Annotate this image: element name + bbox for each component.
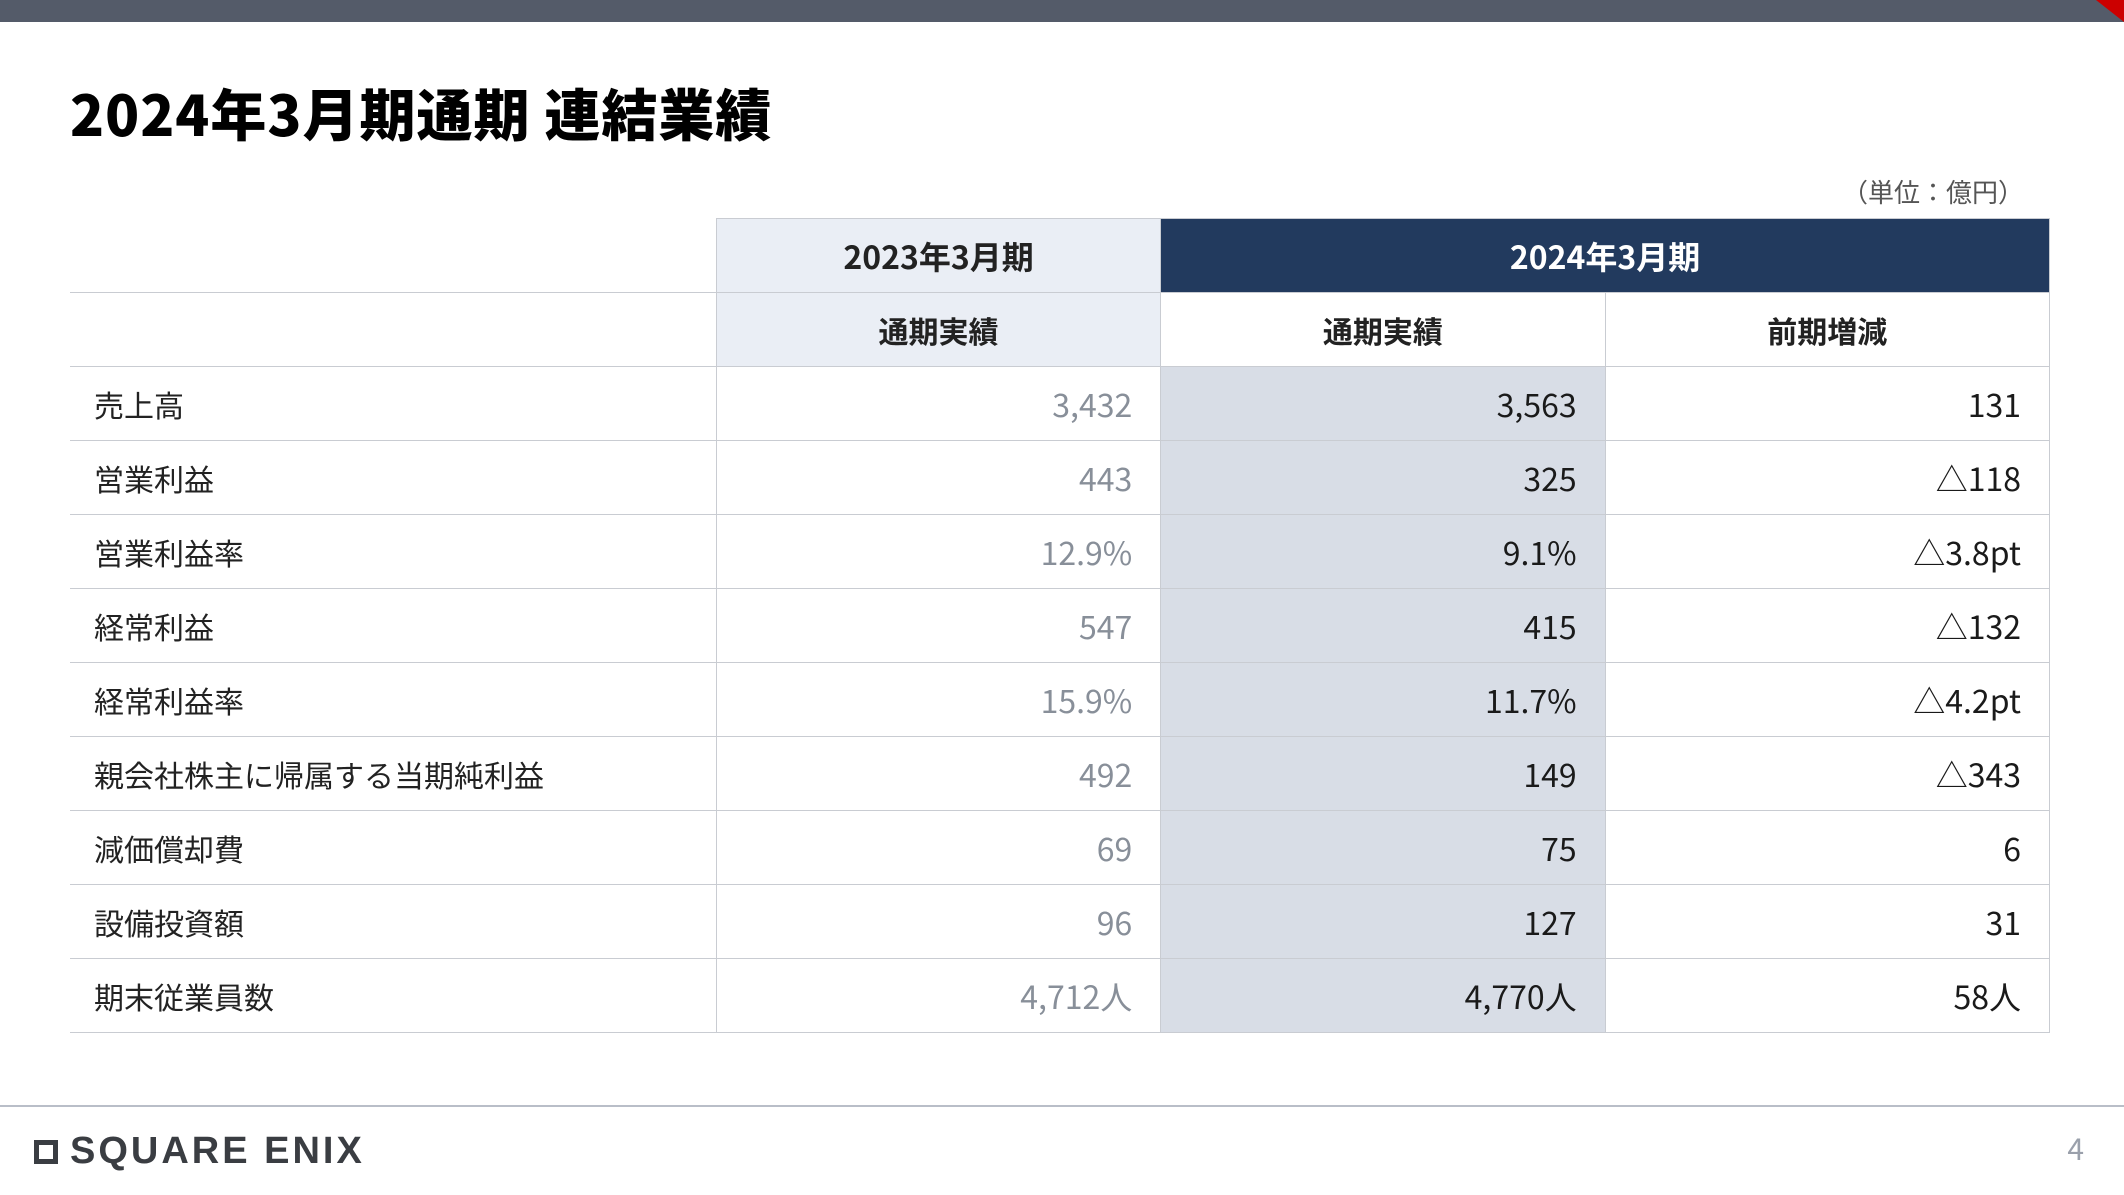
top-bar-accent (2096, 0, 2124, 22)
logo-square-icon (34, 1140, 58, 1164)
table-row: 経常利益率15.9%11.7%△4.2pt (70, 663, 2050, 737)
table-row: 期末従業員数4,712人4,770人58人 (70, 959, 2050, 1033)
cell-fy24: 325 (1161, 441, 1605, 515)
row-label: 売上高 (70, 367, 716, 441)
financials-table: 2023年3月期 2024年3月期 通期実績 通期実績 前期増減 売上高3,43… (70, 218, 2050, 1033)
row-label: 経常利益 (70, 589, 716, 663)
cell-change: △343 (1605, 737, 2049, 811)
slide-body: 2024年3月期通期 連結業績 （単位：億円） 2023年3月期 2024年3月… (0, 22, 2124, 1033)
cell-fy23: 443 (716, 441, 1160, 515)
header-2023: 2023年3月期 (716, 219, 1160, 293)
company-logo: SQUARE ENIX (34, 1130, 365, 1173)
cell-fy23: 12.9% (716, 515, 1160, 589)
cell-change: △132 (1605, 589, 2049, 663)
cell-change: △3.8pt (1605, 515, 2049, 589)
cell-fy24: 75 (1161, 811, 1605, 885)
cell-change: 31 (1605, 885, 2049, 959)
table-row: 営業利益443325△118 (70, 441, 2050, 515)
cell-change: △4.2pt (1605, 663, 2049, 737)
row-label: 営業利益率 (70, 515, 716, 589)
table-header-row-2: 通期実績 通期実績 前期増減 (70, 293, 2050, 367)
subheader-2023: 通期実績 (716, 293, 1160, 367)
page-number: 4 (2067, 1125, 2084, 1169)
table-row: 売上高3,4323,563131 (70, 367, 2050, 441)
cell-fy24: 9.1% (1161, 515, 1605, 589)
cell-fy23: 547 (716, 589, 1160, 663)
subheader-2024-change: 前期増減 (1605, 293, 2049, 367)
cell-fy24: 149 (1161, 737, 1605, 811)
cell-fy24: 3,563 (1161, 367, 1605, 441)
cell-fy24: 415 (1161, 589, 1605, 663)
cell-fy23: 15.9% (716, 663, 1160, 737)
cell-fy24: 4,770人 (1161, 959, 1605, 1033)
page-title: 2024年3月期通期 連結業績 (70, 72, 2054, 153)
logo-text: SQUARE ENIX (70, 1130, 365, 1173)
cell-change: 131 (1605, 367, 2049, 441)
cell-change: △118 (1605, 441, 2049, 515)
row-label: 親会社株主に帰属する当期純利益 (70, 737, 716, 811)
row-label: 設備投資額 (70, 885, 716, 959)
subheader-2024-actual: 通期実績 (1161, 293, 1605, 367)
row-label: 減価償却費 (70, 811, 716, 885)
table-body: 売上高3,4323,563131営業利益443325△118営業利益率12.9%… (70, 367, 2050, 1033)
cell-change: 58人 (1605, 959, 2049, 1033)
header-blank (70, 219, 716, 293)
table-header-row-1: 2023年3月期 2024年3月期 (70, 219, 2050, 293)
unit-label: （単位：億円） (70, 173, 2024, 210)
subheader-blank (70, 293, 716, 367)
row-label: 経常利益率 (70, 663, 716, 737)
table-row: 経常利益547415△132 (70, 589, 2050, 663)
table-row: 減価償却費69756 (70, 811, 2050, 885)
header-2024: 2024年3月期 (1161, 219, 2050, 293)
cell-fy23: 492 (716, 737, 1160, 811)
cell-fy23: 3,432 (716, 367, 1160, 441)
cell-fy23: 4,712人 (716, 959, 1160, 1033)
row-label: 営業利益 (70, 441, 716, 515)
table-row: 営業利益率12.9%9.1%△3.8pt (70, 515, 2050, 589)
cell-fy24: 11.7% (1161, 663, 1605, 737)
row-label: 期末従業員数 (70, 959, 716, 1033)
cell-fy23: 96 (716, 885, 1160, 959)
table-row: 親会社株主に帰属する当期純利益492149△343 (70, 737, 2050, 811)
cell-fy23: 69 (716, 811, 1160, 885)
cell-change: 6 (1605, 811, 2049, 885)
footer: SQUARE ENIX 4 (0, 1105, 2124, 1195)
top-bar (0, 0, 2124, 22)
cell-fy24: 127 (1161, 885, 1605, 959)
table-row: 設備投資額9612731 (70, 885, 2050, 959)
